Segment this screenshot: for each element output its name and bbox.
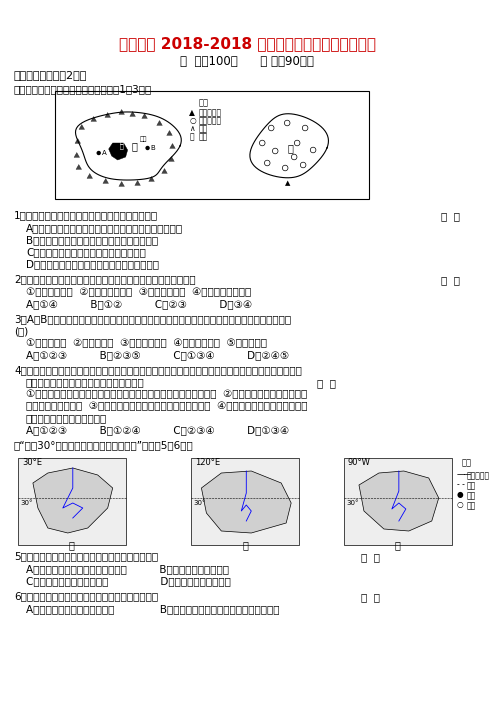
Text: 3．A、B两地是我国少数民族的聚居地，也是国家重点扶贫地区，制约两地经济发展的共同因素是: 3．A、B两地是我国少数民族的聚居地，也是国家重点扶贫地区，制约两地经济发展的共… [14, 314, 291, 324]
Text: 一、选择题（每个2分）: 一、选择题（每个2分） [14, 70, 87, 80]
Text: 30°E: 30°E [22, 458, 42, 467]
Text: （  ）: （ ） [361, 592, 380, 602]
Text: ①多山的地形  ②干旱的气候  ③对外联系不便  ④生产方式落后  ⑤水资源短缺: ①多山的地形 ②干旱的气候 ③对外联系不便 ④生产方式落后 ⑤水资源短缺 [26, 338, 267, 348]
Polygon shape [119, 182, 124, 187]
Text: 6．关于以上三角洲人文地理特征的叙述，正确的是: 6．关于以上三角洲人文地理特征的叙述，正确的是 [14, 591, 158, 601]
Text: 读“北纬30°附近三个三角洲的位置示意图”，回畈5～6题。: 读“北纬30°附近三个三角洲的位置示意图”，回畈5～6题。 [14, 440, 194, 450]
Text: 90°W: 90°W [348, 458, 371, 467]
Polygon shape [103, 178, 109, 183]
Text: 甲: 甲 [131, 141, 137, 151]
Text: （  ）: （ ） [317, 378, 336, 388]
Polygon shape [105, 112, 111, 117]
Text: 厕，人们的思想观念比较开放: 厕，人们的思想观念比较开放 [26, 413, 107, 423]
Bar [344, 458, 452, 545]
Text: C．甲区域以春汛为主，乙区域以夏汛为主: C．甲区域以春汛为主，乙区域以夏汛为主 [26, 247, 146, 257]
Text: 30°: 30° [20, 500, 32, 506]
Text: 下图示意我国甲、乙两区域，读图回答1～3题。: 下图示意我国甲、乙两区域，读图回答1～3题。 [14, 84, 152, 94]
Polygon shape [157, 121, 162, 126]
Polygon shape [359, 471, 439, 531]
Text: 棉花分布区: 棉花分布区 [198, 108, 222, 117]
Text: （  ）: （ ） [441, 211, 460, 221]
Bar [191, 458, 299, 545]
Circle shape [145, 146, 150, 150]
Polygon shape [119, 110, 124, 114]
Polygon shape [170, 143, 175, 148]
Text: 东部地带经济发展水平高、速度快的原因有: 东部地带经济发展水平高、速度快的原因有 [26, 377, 145, 387]
Text: （  ）: （ ） [441, 275, 460, 285]
Text: 山脉: 山脉 [198, 124, 208, 133]
Text: 4．我国经济发展出现东、中、西地带性差异是一系列自然原因、社会原因和经济原因综合作用的结果，: 4．我国经济发展出现东、中、西地带性差异是一系列自然原因、社会原因和经济原因综合… [14, 365, 302, 375]
Polygon shape [75, 138, 80, 143]
Text: 首都: 首都 [467, 491, 476, 500]
Polygon shape [91, 117, 97, 121]
Bar [18, 458, 125, 545]
Text: 乙: 乙 [287, 143, 293, 153]
Text: 湖: 湖 [120, 139, 124, 145]
Text: A．①②③          B．①②④          C．②③④          D．①③④: A．①②③ B．①②④ C．②③④ D．①③④ [26, 425, 289, 435]
Text: 图例: 图例 [198, 98, 208, 107]
Polygon shape [130, 112, 135, 117]
Text: ▲: ▲ [189, 108, 195, 117]
Text: A．甲区域以冰雪融水补给为主，乙区域以雨水补给为主: A．甲区域以冰雪融水补给为主，乙区域以雨水补给为主 [26, 223, 183, 233]
Text: 乙: 乙 [243, 540, 248, 550]
Polygon shape [167, 131, 172, 135]
Polygon shape [149, 176, 154, 181]
Text: D．甲区域水系呢向心状，乙区域水系呢放射状: D．甲区域水系呢向心状，乙区域水系呢放射状 [26, 259, 159, 269]
Text: 中: 中 [120, 144, 124, 150]
Text: ①夏季热量充足  ②劳动力价格较低  ③农业科技发达  ④农业机械化程度高: ①夏季热量充足 ②劳动力价格较低 ③农业科技发达 ④农业机械化程度高 [26, 287, 251, 297]
Polygon shape [79, 124, 84, 129]
Text: 甲: 甲 [69, 540, 75, 550]
Text: ——: —— [457, 470, 472, 479]
Polygon shape [76, 164, 81, 169]
Text: B．甲区域以内流河为主，乙区域以外流河为主: B．甲区域以内流河为主，乙区域以外流河为主 [26, 235, 158, 245]
Bar [55, 91, 369, 199]
Text: ～: ～ [189, 132, 194, 141]
Polygon shape [169, 157, 174, 161]
Polygon shape [201, 471, 291, 533]
Text: (　): ( ) [14, 326, 28, 336]
Text: A．三条河流的汛期在季节上不一致          B．三地的气候特点相似: A．三条河流的汛期在季节上不一致 B．三地的气候特点相似 [26, 564, 229, 574]
Text: A．①②③          B．②③⑤          C．①③④          D．②④⑤: A．①②③ B．②③⑤ C．①③④ D．②④⑤ [26, 350, 289, 360]
Text: B: B [151, 145, 155, 151]
Text: 城市: 城市 [467, 501, 476, 510]
Polygon shape [109, 143, 127, 160]
Text: - -: - - [457, 480, 465, 489]
Text: 桃江一中 2018-2018 学年高二第一次月考地理试题: 桃江一中 2018-2018 学年高二第一次月考地理试题 [119, 36, 376, 51]
Text: 30°: 30° [346, 500, 359, 506]
Text: 2．甲、乙两区域分别盛产稻花和天然橡胶，其共同的区位优势是: 2．甲、乙两区域分别盛产稻花和天然橡胶，其共同的区位优势是 [14, 274, 195, 284]
Text: 30°: 30° [193, 500, 206, 506]
Circle shape [97, 151, 101, 155]
Text: 具有区位和政策优势  ③地处亚欧大陆腾地，地域辽阔，承东启西  ④历史上形成的社会经济基础雄: 具有区位和政策优势 ③地处亚欧大陆腾地，地域辽阔，承东启西 ④历史上形成的社会经… [26, 401, 308, 411]
Text: （  ）: （ ） [361, 552, 380, 562]
Text: ○: ○ [189, 116, 196, 125]
Text: 橡胶分布区: 橡胶分布区 [198, 116, 222, 125]
Text: 120°E: 120°E [195, 458, 221, 467]
Polygon shape [142, 114, 147, 119]
Text: 1．关于甲、乙两区域河流特征的描述，不正确的是: 1．关于甲、乙两区域河流特征的描述，不正确的是 [14, 210, 158, 220]
Polygon shape [74, 152, 79, 157]
Polygon shape [87, 173, 93, 178]
Text: ○: ○ [457, 500, 463, 509]
Text: 湖中: 湖中 [140, 136, 147, 142]
Text: ∧: ∧ [189, 124, 195, 133]
Text: C．三地地势低平，土壤肖沃                D．三地的植被类型相同: C．三地地势低平，土壤肖沃 D．三地的植被类型相同 [26, 576, 231, 586]
Polygon shape [33, 468, 113, 533]
Text: A．三地都有水稻种植业的分布              B．灰溉水源是三地农业发展的决定性因素: A．三地都有水稻种植业的分布 B．灰溉水源是三地农业发展的决定性因素 [26, 604, 279, 614]
Text: 5．关于图中三角洲自然地理特征的叙述，正确的是: 5．关于图中三角洲自然地理特征的叙述，正确的是 [14, 551, 158, 561]
Text: A．①④          B．①②          C．②③          D．③④: A．①④ B．①② C．②③ D．③④ [26, 299, 252, 309]
Text: 分  値：100分      时 量：90分钟: 分 値：100分 时 量：90分钟 [181, 55, 314, 68]
Polygon shape [162, 168, 167, 173]
Text: ①主要位于东部季风区内，气候湿润、雨热同期，农业发展条件优越  ②改革开放首先从沿海起步，: ①主要位于东部季风区内，气候湿润、雨热同期，农业发展条件优越 ②改革开放首先从沿… [26, 389, 307, 399]
Text: 河流: 河流 [198, 132, 208, 141]
Text: 运河: 运河 [467, 481, 476, 490]
Text: 丙: 丙 [395, 540, 401, 550]
Text: 河流、湖泊: 河流、湖泊 [467, 471, 490, 480]
Text: ▲: ▲ [286, 180, 291, 186]
Text: A: A [102, 150, 107, 156]
Text: 图例: 图例 [462, 458, 472, 467]
Polygon shape [135, 180, 140, 185]
Text: ●: ● [457, 490, 463, 499]
